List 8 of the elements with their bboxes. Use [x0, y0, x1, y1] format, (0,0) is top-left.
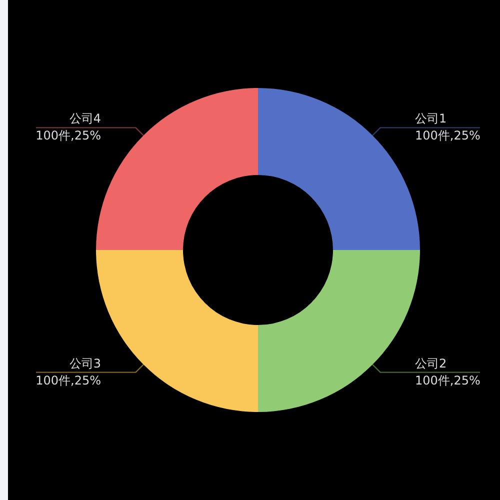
slice-label: 公司1 — [415, 112, 447, 126]
slice-label: 公司4 — [69, 112, 101, 126]
data-label: 100件,25% — [36, 128, 101, 143]
data-label: 100件,25% — [415, 373, 480, 388]
data-label: 100件,25% — [36, 373, 101, 388]
slice-label: 公司2 — [415, 356, 447, 370]
data-label: 100件,25% — [415, 128, 480, 143]
slice-label: 公司3 — [69, 356, 101, 370]
